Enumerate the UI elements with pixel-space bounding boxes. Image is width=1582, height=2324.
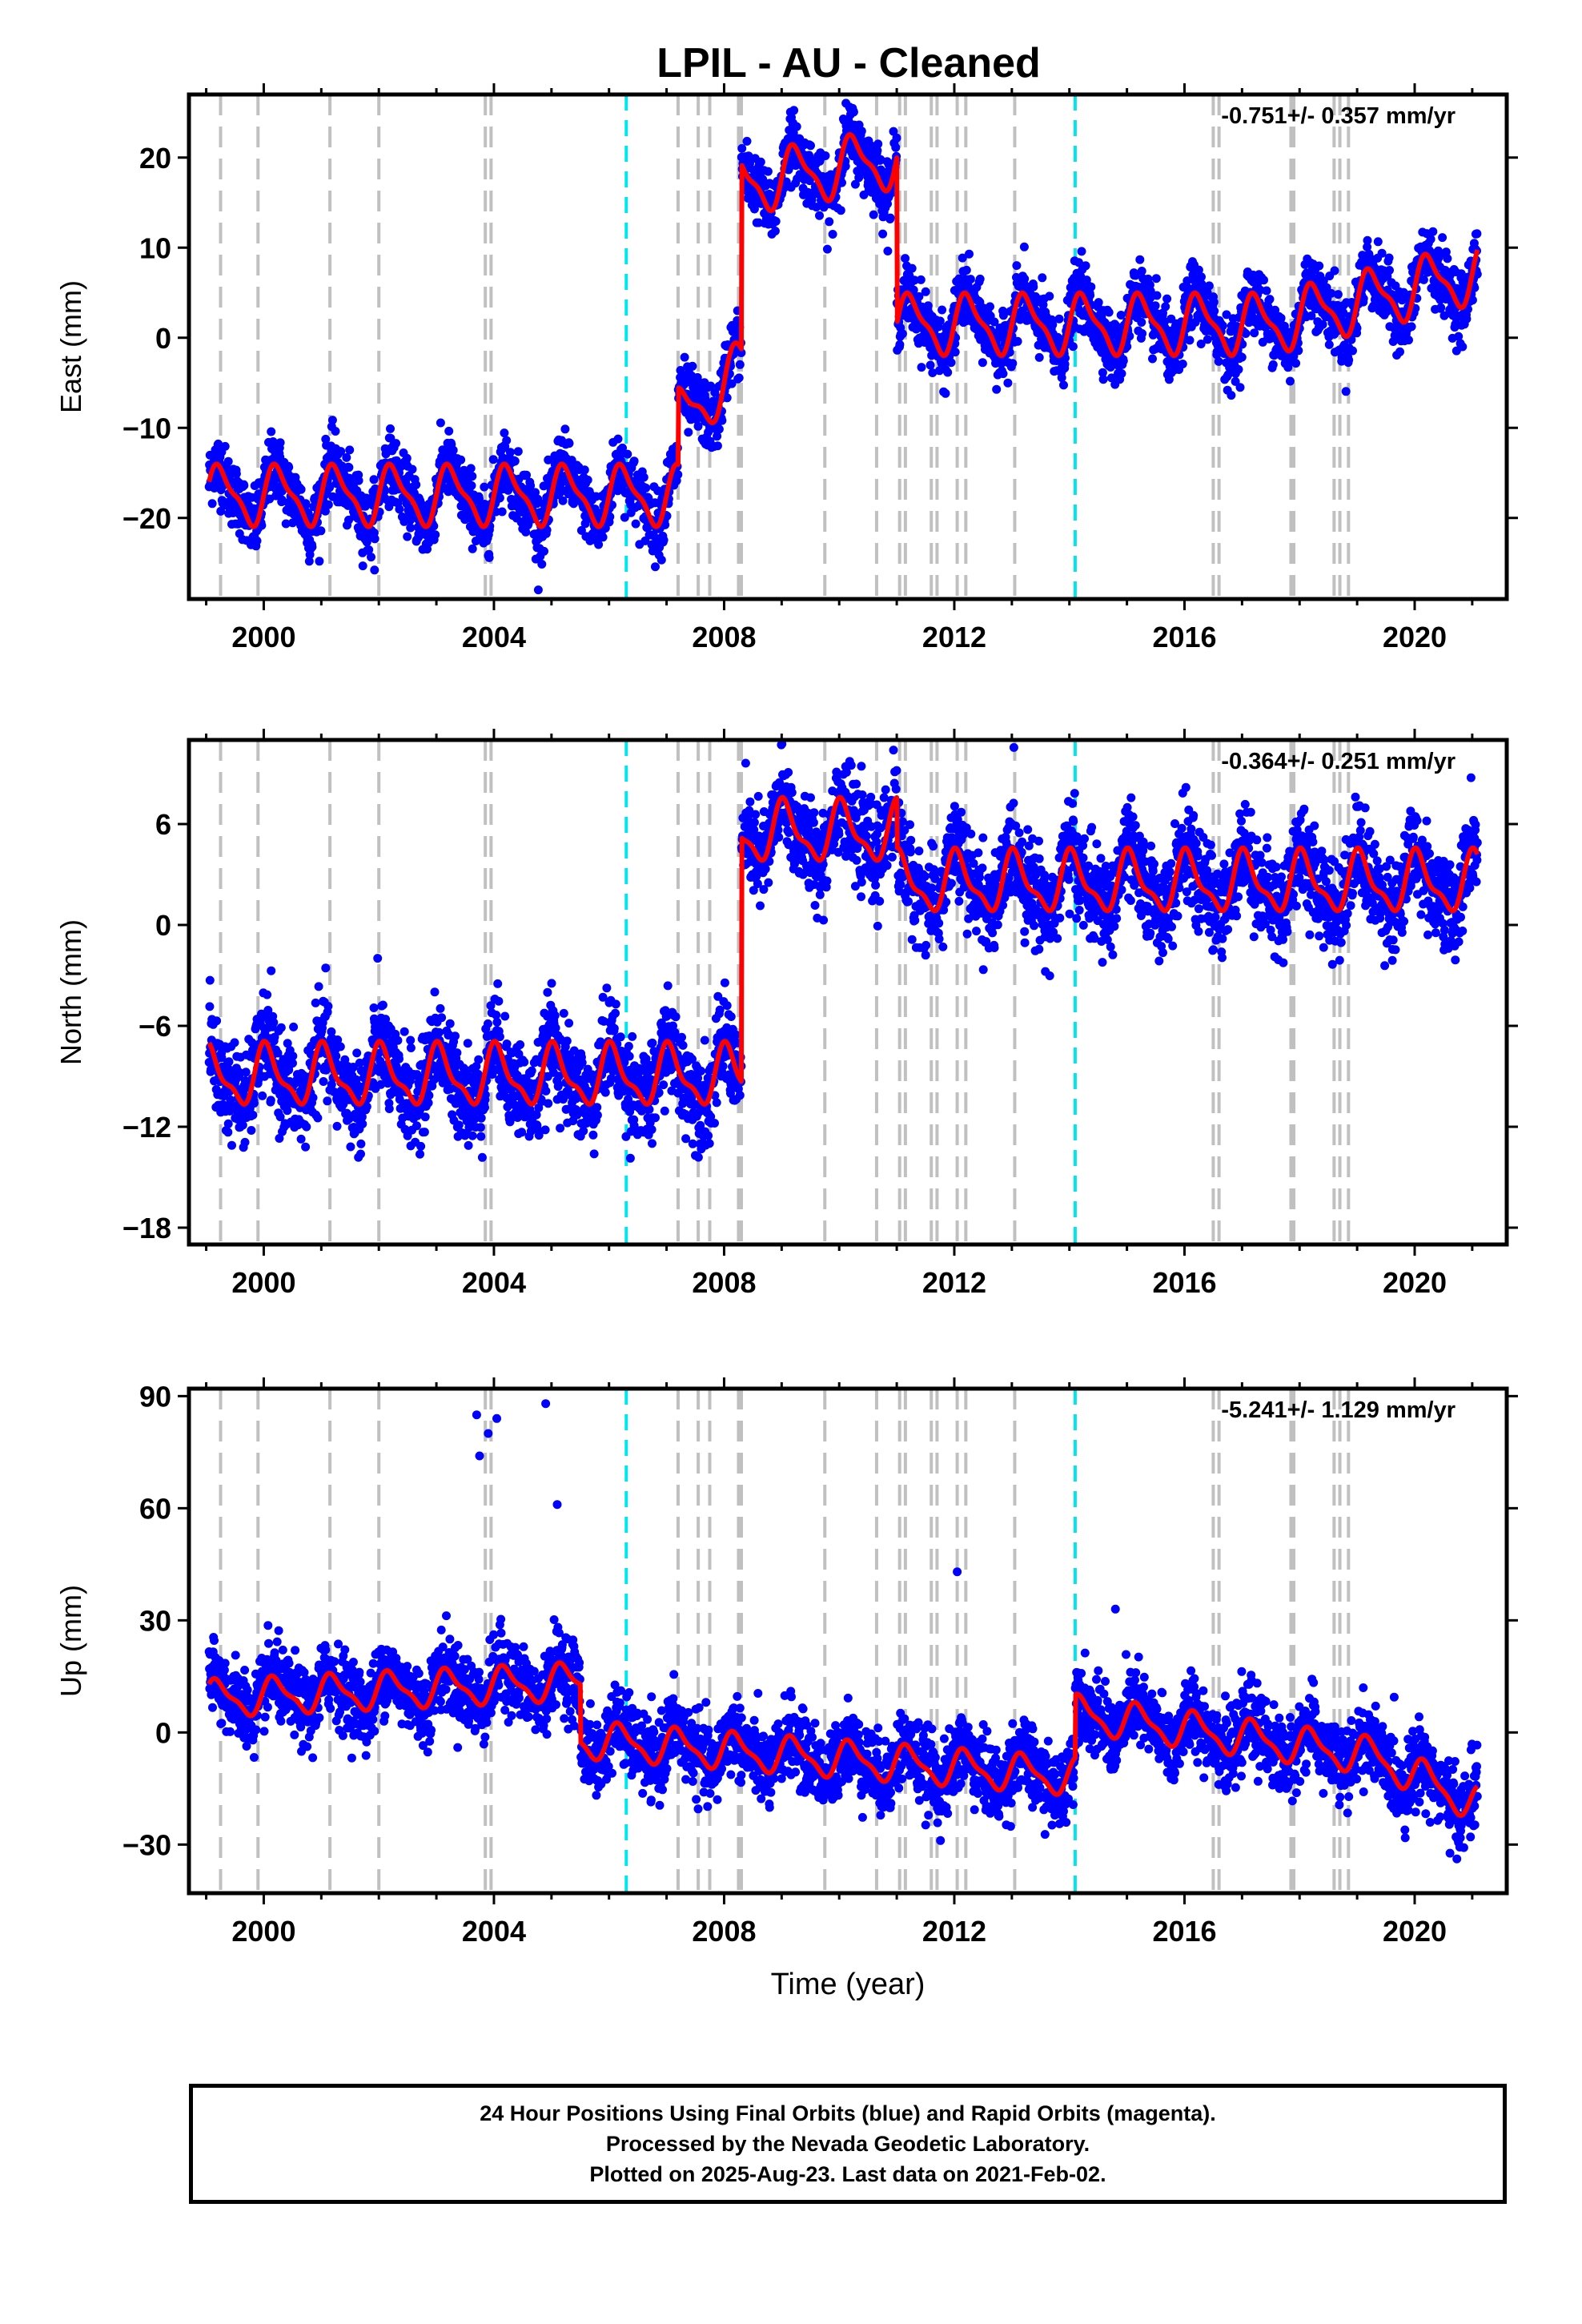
y-tick-label--20: −20 [122,502,171,535]
x-axis-label: Time (year) [771,1968,926,2001]
y-tick-label-0: 0 [155,1716,171,1749]
x-tick-label-2016: 2016 [1152,621,1216,653]
y-tick-label--18: −18 [122,1212,171,1244]
y-axis-label-up: Up (mm) [54,1585,87,1697]
footer-caption-box: 24 Hour Positions Using Final Orbits (bl… [189,2084,1507,2204]
data-points [204,1399,1482,1864]
y-axis-label-north: North (mm) [54,919,87,1065]
x-tick-label-2020: 2020 [1383,1266,1447,1299]
panel-up: 2000 2004 2008 2012 2016 2020 −30 0 30 60 90 Up (m… [54,1377,1518,2001]
x-tick-label-2008: 2008 [692,1915,756,1948]
x-tick-label-2004: 2004 [462,621,526,653]
x-tick-label-2000: 2000 [231,621,295,653]
y-tick-label-0: 0 [155,909,171,942]
x-tick-label-2016: 2016 [1152,1915,1216,1948]
x-tick-label-2020: 2020 [1383,621,1447,653]
panel-east: 2000 2004 2008 2012 2016 2020 −20 −10 0 10 20 East… [54,83,1518,653]
x-tick-label-2016: 2016 [1152,1266,1216,1299]
footer-line-3: Plotted on 2025-Aug-23. Last data on 202… [589,2162,1106,2186]
x-tick-label-2008: 2008 [692,621,756,653]
x-tick-label-2000: 2000 [231,1915,295,1948]
rate-label-east: -0.751+/- 0.357 mm/yr [1221,103,1456,129]
rate-label-north: -0.364+/- 0.251 mm/yr [1221,749,1456,774]
y-tick-label-30: 30 [139,1604,171,1637]
y-tick-label-6: 6 [155,808,171,841]
y-tick-label--6: −6 [139,1010,171,1043]
y-tick-label-90: 90 [139,1380,171,1413]
x-tick-label-2004: 2004 [462,1915,526,1948]
x-tick-label-2008: 2008 [692,1266,756,1299]
x-tick-label-2012: 2012 [922,621,986,653]
y-axis-label-east: East (mm) [54,280,87,413]
model-line [207,1660,1480,1819]
y-tick-label-0: 0 [155,322,171,355]
footer-line-2: Processed by the Nevada Geodetic Laborat… [605,2132,1090,2156]
model-line [207,794,1480,1107]
x-tick-label-2020: 2020 [1383,1915,1447,1948]
y-tick-label--30: −30 [122,1828,171,1861]
x-tick-label-2000: 2000 [231,1266,295,1299]
y-tick-label-10: 10 [139,231,171,264]
data-points [204,740,1482,1163]
y-tick-label--10: −10 [122,412,171,444]
x-tick-label-2012: 2012 [922,1915,986,1948]
chart-title: LPIL - AU - Cleaned [656,40,1041,86]
y-tick-label--12: −12 [122,1111,171,1144]
x-tick-label-2004: 2004 [462,1266,526,1299]
y-tick-label-20: 20 [139,142,171,175]
y-tick-label-60: 60 [139,1492,171,1525]
footer-line-1: 24 Hour Positions Using Final Orbits (bl… [480,2101,1216,2125]
rate-label-up: -5.241+/- 1.129 mm/yr [1221,1397,1456,1423]
panel-north: 2000 2004 2008 2012 2016 2020 −18 −12 −6 0 6 North… [54,729,1518,1299]
model-line [207,132,1480,529]
x-tick-label-2012: 2012 [922,1266,986,1299]
